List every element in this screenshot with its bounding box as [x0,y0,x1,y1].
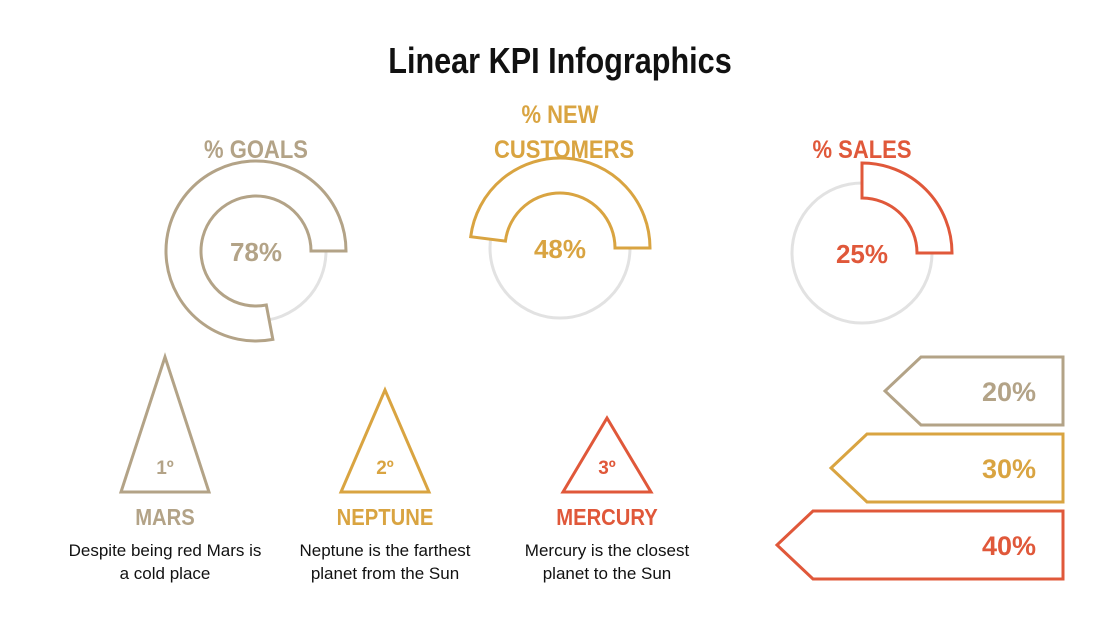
bar-label: 20% [982,377,1036,407]
arrow-bar [882,355,1065,427]
kpi-title: % NEW CUSTOMERS [494,101,635,164]
planet-description: Despite being red Mars is a cold place [68,541,262,583]
planet-description: Mercury is the closest planet to the Sun [524,541,690,583]
planet-name: NEPTUNE [336,504,434,530]
kpi-arc [469,156,652,250]
rank-triangle [560,415,654,494]
rank-label: 1º [156,458,174,479]
rank-label: 3º [598,458,616,479]
bar-label: 40% [982,531,1036,561]
planet-description: Neptune is the farthest planet from the … [299,541,471,583]
rank-label: 2º [376,458,394,479]
kpi-value: 78% [230,237,282,267]
rank-triangle [118,352,212,494]
rank-triangle [338,386,432,494]
bar-label: 30% [982,454,1036,484]
kpi-value: 48% [534,234,586,264]
arrow-bar [774,509,1065,581]
title: Linear KPI Infographics [388,40,732,81]
planet-name: MERCURY [556,504,658,530]
arrow-bar [828,432,1065,504]
kpi-arc [164,159,348,343]
planet-name: MARS [135,504,195,530]
kpi-arc [860,161,954,255]
kpi-value: 25% [836,239,888,269]
kpi-title: % GOALS [204,136,308,164]
kpi-title: % SALES [812,136,912,164]
